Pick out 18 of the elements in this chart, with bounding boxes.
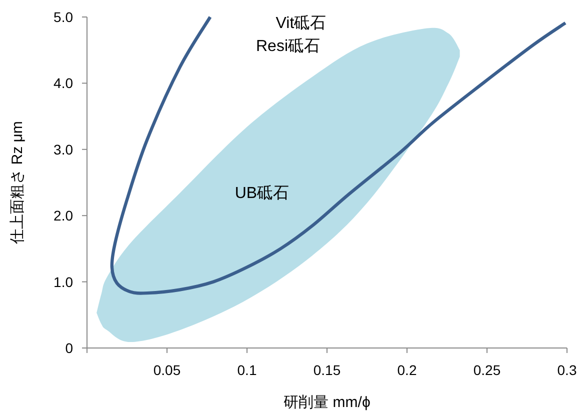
x-tick-label: 0.1 — [237, 362, 257, 378]
x-tick-label: 0.05 — [153, 362, 181, 378]
annotation: Resi砥石 — [256, 37, 320, 55]
y-tick-label: 4.0 — [54, 75, 74, 92]
x-tick-label: 0.15 — [313, 362, 341, 378]
annotation: UB砥石 — [234, 184, 290, 202]
annotation: Vit砥石 — [276, 14, 326, 32]
y-axis-title: 仕上面粗さ Rz μm — [9, 121, 26, 245]
x-tick-label: 0.2 — [397, 362, 417, 378]
y-tick-label: 5.0 — [54, 9, 74, 25]
x-axis-title: 研削量 mm/ϕ — [284, 394, 370, 411]
line-series — [110, 15, 567, 295]
y-tick-label: 3.0 — [54, 141, 74, 158]
x-tick-label: 0.3 — [557, 362, 577, 378]
y-tick-label: 1.0 — [54, 274, 74, 290]
y-tick-label: 0 — [65, 340, 74, 356]
x-tick-label: 0.25 — [473, 362, 501, 378]
y-tick-label: 2.0 — [54, 208, 74, 224]
